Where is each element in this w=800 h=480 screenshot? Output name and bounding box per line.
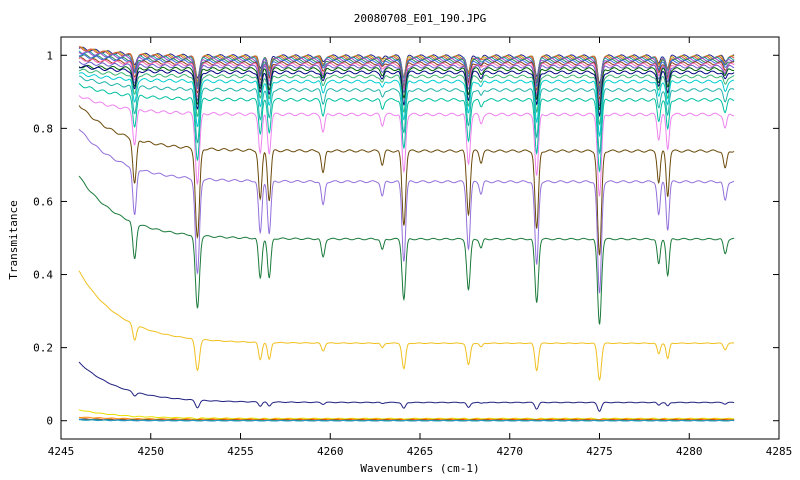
series-line (78, 409, 735, 421)
series-line (78, 72, 735, 138)
x-tick-label: 4245 (48, 445, 75, 458)
y-tick-label: 0.2 (33, 342, 53, 355)
series-layer (78, 46, 735, 422)
series-line (78, 57, 735, 104)
series-line (78, 128, 735, 294)
x-tick-label: 4275 (586, 445, 613, 458)
y-axis-label: Transmitance (7, 200, 20, 279)
series-line (78, 61, 735, 107)
y-tick-label: 0.8 (33, 122, 53, 135)
series-line (78, 75, 735, 155)
axes: 4245 4250 4255 4260 4265 4270 4275 4280 4285 0 0.2… (33, 36, 793, 458)
x-tick-label: 4260 (317, 445, 344, 458)
series-line (78, 361, 735, 412)
x-tick-label: 4285 (766, 445, 793, 458)
x-tick-label: 4255 (227, 445, 254, 458)
series-line (78, 82, 735, 173)
series-line (79, 419, 735, 422)
y-tick-label: 0.6 (33, 195, 53, 208)
x-axis-label: Wavenumbers (cm-1) (360, 462, 479, 475)
series-line (78, 175, 735, 325)
x-tick-label: 4280 (676, 445, 703, 458)
y-tick-label: 1 (46, 49, 53, 62)
series-line (78, 64, 735, 111)
series-line (78, 95, 735, 197)
x-tick-label: 4265 (407, 445, 434, 458)
y-tick-label: 0 (46, 415, 53, 428)
series-line (78, 68, 735, 126)
x-tick-label: 4250 (138, 445, 165, 458)
chart-title: 20080708_E01_190.JPG (354, 12, 486, 25)
series-line (78, 105, 735, 256)
y-tick-label: 0.4 (33, 269, 53, 282)
series-line (78, 270, 735, 382)
x-tick-label: 4270 (497, 445, 524, 458)
